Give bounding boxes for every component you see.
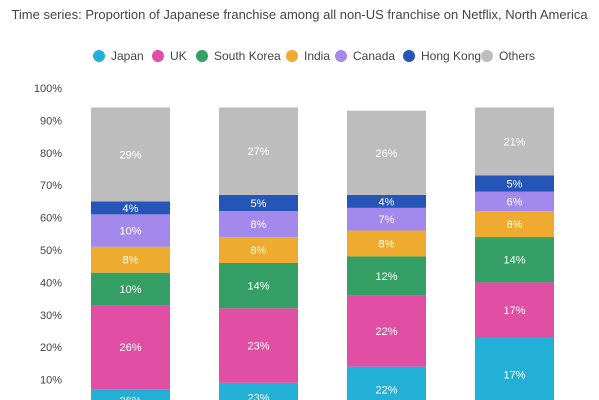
legend-label: Japan bbox=[111, 49, 144, 63]
legend-item-japan: Japan bbox=[93, 49, 144, 63]
data-label: 4% bbox=[123, 203, 139, 215]
legend-swatch bbox=[481, 50, 493, 62]
bar-segment-japan bbox=[347, 366, 426, 400]
data-label: 8% bbox=[379, 239, 395, 251]
data-label: 23% bbox=[247, 341, 269, 353]
data-label: 10% bbox=[119, 284, 141, 296]
y-tick-label: 40% bbox=[40, 277, 62, 289]
bar-segment-canada bbox=[347, 207, 426, 231]
legend-label: Others bbox=[499, 49, 536, 63]
legend: Japan UK South Korea India Canada Hong Kong Ot… bbox=[0, 49, 599, 67]
data-label: 8% bbox=[251, 245, 267, 257]
y-tick-label: 60% bbox=[40, 213, 62, 225]
bar-segment-others bbox=[219, 107, 298, 195]
bar-segment-others bbox=[475, 107, 554, 176]
data-label: 26% bbox=[119, 396, 141, 400]
data-label: 17% bbox=[503, 305, 525, 317]
y-tick-label: 20% bbox=[40, 342, 62, 354]
bar-segment-uk bbox=[219, 308, 298, 383]
data-label: 29% bbox=[119, 149, 141, 161]
bar-segment-canada bbox=[219, 211, 298, 238]
data-label: 27% bbox=[247, 146, 269, 158]
legend-swatch bbox=[196, 50, 208, 62]
legend-swatch bbox=[403, 50, 415, 62]
y-tick-label: 80% bbox=[40, 148, 62, 160]
bar-segment-south-korea bbox=[347, 256, 426, 296]
data-label: 7% bbox=[379, 214, 395, 226]
y-tick-label: 30% bbox=[40, 310, 62, 322]
data-label: 4% bbox=[379, 196, 395, 208]
legend-label: South Korea bbox=[214, 49, 281, 63]
bar-segment-uk bbox=[91, 305, 170, 390]
y-tick-label: 50% bbox=[40, 245, 62, 257]
data-label: 22% bbox=[375, 326, 397, 338]
chart-title: Time series: Proportion of Japanese fran… bbox=[11, 7, 588, 22]
y-tick-label: 100% bbox=[34, 83, 62, 95]
bar-segment-hong-kong bbox=[347, 194, 426, 208]
legend-swatch bbox=[93, 50, 105, 62]
legend-swatch bbox=[152, 50, 164, 62]
bar-segment-others bbox=[91, 107, 170, 202]
data-label: 21% bbox=[503, 136, 525, 148]
bar-segment-south-korea bbox=[91, 272, 170, 306]
y-tick-label: 10% bbox=[40, 375, 62, 387]
data-label: 22% bbox=[375, 384, 397, 396]
legend-swatch bbox=[335, 50, 347, 62]
data-label: 14% bbox=[247, 281, 269, 293]
bar-segment-hong-kong bbox=[475, 175, 554, 192]
bar-segment-japan bbox=[91, 389, 170, 400]
bar-segment-hong-kong bbox=[219, 194, 298, 212]
data-label: 5% bbox=[251, 198, 267, 210]
bar-segment-uk bbox=[347, 295, 426, 367]
bar-segment-japan bbox=[219, 382, 298, 400]
bar-segment-south-korea bbox=[219, 262, 298, 309]
legend-label: India bbox=[304, 49, 331, 63]
legend-label: UK bbox=[170, 49, 187, 63]
legend-item-hong-kong: Hong Kong bbox=[403, 49, 481, 63]
legend-label: Canada bbox=[353, 49, 396, 63]
data-label: 23% bbox=[247, 392, 269, 400]
bar-segment-others bbox=[347, 110, 426, 195]
y-tick-label: 70% bbox=[40, 180, 62, 192]
bar-segment-india bbox=[475, 211, 554, 238]
data-label: 5% bbox=[507, 179, 523, 191]
y-tick-label: 90% bbox=[40, 115, 62, 127]
data-label: 17% bbox=[503, 370, 525, 382]
bar-segment-south-korea bbox=[475, 237, 554, 283]
legend-item-south-korea: South Korea bbox=[196, 49, 281, 63]
data-label: 14% bbox=[503, 255, 525, 267]
data-label: 8% bbox=[123, 255, 139, 267]
bar-segment-india bbox=[219, 237, 298, 263]
legend-item-others: Others bbox=[481, 49, 535, 63]
legend-item-canada: Canada bbox=[335, 49, 395, 63]
bar-segment-india bbox=[91, 246, 170, 273]
bar-segment-japan bbox=[475, 337, 554, 400]
data-label: 8% bbox=[507, 219, 523, 231]
bar-segment-canada bbox=[475, 191, 554, 212]
bar-segment-canada bbox=[91, 214, 170, 247]
data-label: 26% bbox=[375, 148, 397, 160]
legend-item-india: India bbox=[286, 49, 330, 63]
data-label: 12% bbox=[375, 271, 397, 283]
bar-segment-india bbox=[347, 230, 426, 257]
bar-segment-uk bbox=[475, 282, 554, 338]
bar-segment-hong-kong bbox=[91, 201, 170, 215]
legend-item-uk: UK bbox=[152, 49, 187, 63]
data-label: 6% bbox=[507, 196, 523, 208]
legend-label: Hong Kong bbox=[421, 49, 482, 63]
data-label: 8% bbox=[251, 219, 267, 231]
data-label: 10% bbox=[119, 226, 141, 238]
legend-swatch bbox=[286, 50, 298, 62]
data-label: 26% bbox=[119, 342, 141, 354]
